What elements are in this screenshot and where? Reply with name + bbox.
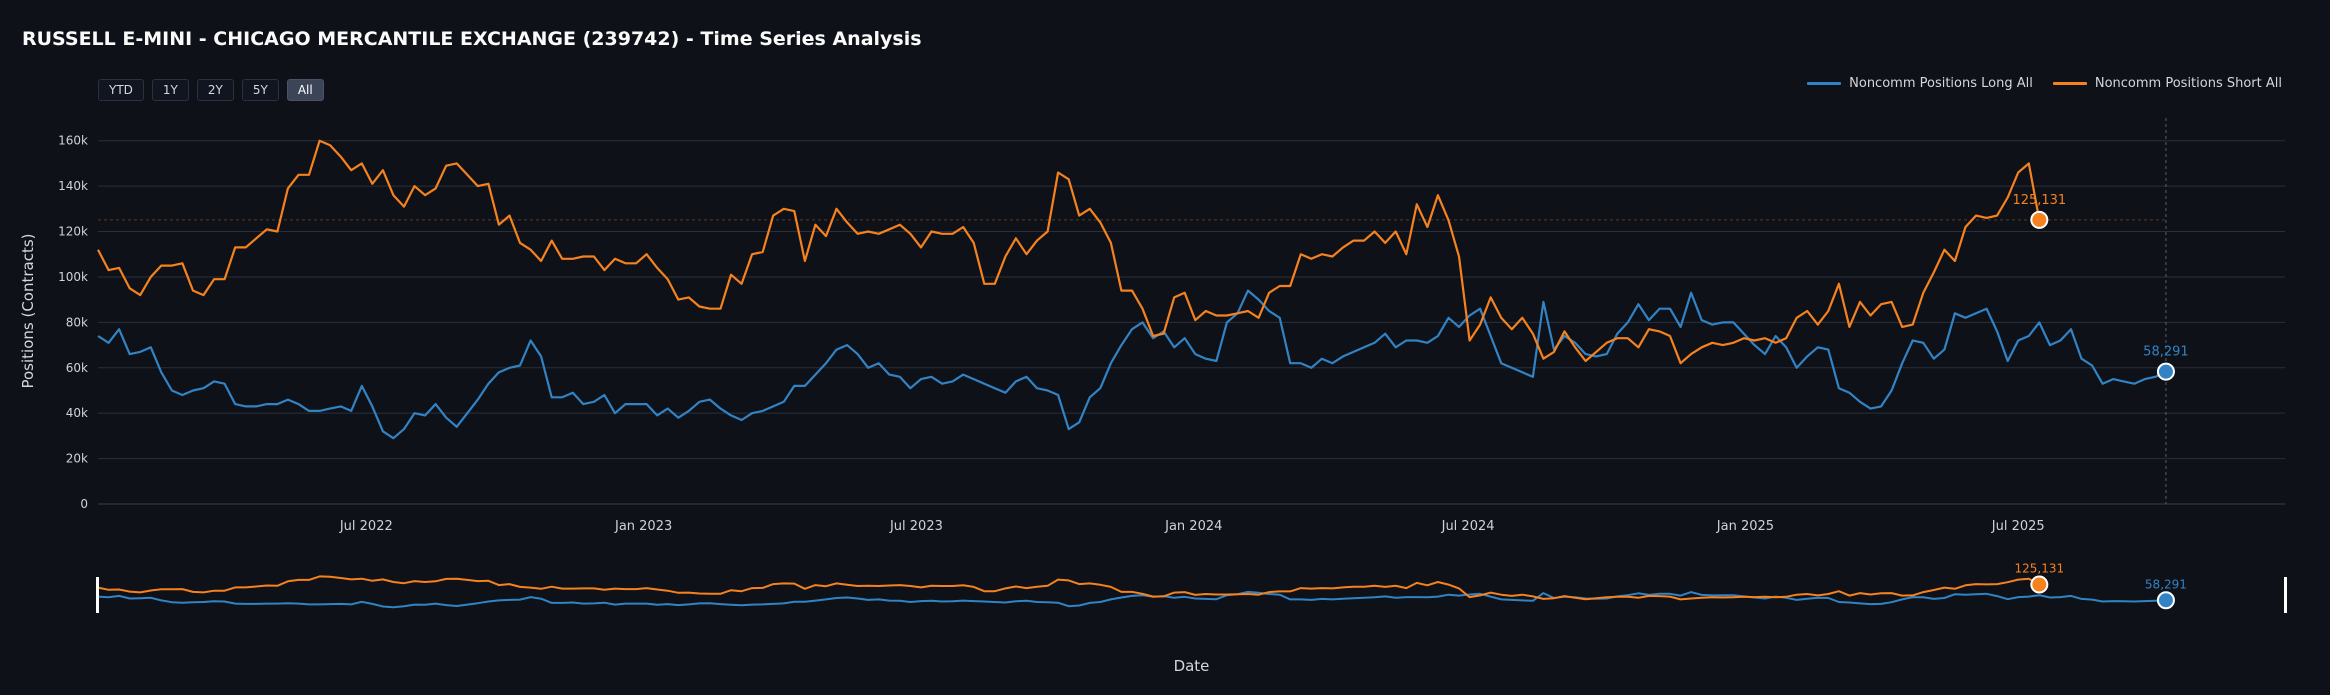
last-value-label-long: 58,291 (2143, 345, 2189, 360)
y-tick-label: 140k (58, 179, 88, 193)
x-tick-label: Jul 2022 (339, 519, 393, 534)
y-tick-label: 80k (66, 315, 88, 329)
legend-label-long: Noncomm Positions Long All (1849, 76, 2033, 91)
series-line-short[interactable] (97, 139, 2041, 365)
range-selector: YTD 1Y 2Y 5Y All (98, 79, 324, 101)
range-button-ytd[interactable]: YTD (98, 79, 144, 101)
navigator-line-short (97, 575, 2040, 601)
legend-label-short: Noncomm Positions Short All (2094, 76, 2282, 91)
range-button-5y[interactable]: 5Y (241, 79, 279, 101)
x-tick-label: Jul 2024 (1441, 519, 1495, 534)
navigator-handle-left[interactable] (96, 577, 99, 613)
y-tick-label: 60k (66, 361, 88, 375)
navigator-value-label-long: 58,291 (2145, 577, 2187, 591)
last-value-label-short: 125,131 (2012, 193, 2066, 208)
y-axis-title: Positions (Contracts) (19, 233, 37, 388)
chart-title: RUSSELL E-MINI - CHICAGO MERCANTILE EXCH… (22, 28, 922, 50)
x-axis-title: Date (1174, 657, 1210, 675)
navigator-handle-right[interactable] (2284, 577, 2287, 613)
range-button-all[interactable]: All (286, 79, 324, 101)
x-tick-label: Jan 2023 (614, 519, 672, 534)
x-tick-label: Jul 2023 (889, 519, 943, 534)
legend-item-long[interactable]: Noncomm Positions Long All (1807, 76, 2033, 91)
navigator-line-long (97, 590, 2166, 609)
y-tick-label: 120k (58, 225, 88, 239)
range-button-1y[interactable]: 1Y (151, 79, 189, 101)
y-tick-label: 160k (58, 134, 88, 148)
y-tick-label: 20k (66, 452, 88, 466)
navigator-marker-long (2156, 591, 2175, 610)
last-point-marker-long[interactable] (2156, 362, 2175, 381)
x-tick-label: Jul 2025 (1991, 519, 2045, 534)
navigator-marker-short (2030, 575, 2049, 594)
legend-swatch-short (2052, 82, 2087, 85)
last-point-marker-short[interactable] (2030, 210, 2049, 229)
series-line-long[interactable] (97, 289, 2167, 440)
navigator-value-label-short: 125,131 (2015, 562, 2065, 576)
legend-swatch-long (1807, 82, 1842, 85)
y-tick-label: 100k (58, 270, 88, 284)
legend: Noncomm Positions Long All Noncomm Posit… (1807, 76, 2282, 91)
range-button-2y[interactable]: 2Y (196, 79, 234, 101)
y-tick-label: 0 (80, 497, 88, 511)
x-tick-label: Jan 2025 (1716, 519, 1774, 534)
x-tick-label: Jan 2024 (1164, 519, 1222, 534)
legend-item-short[interactable]: Noncomm Positions Short All (2052, 76, 2282, 91)
y-tick-label: 40k (66, 406, 88, 420)
